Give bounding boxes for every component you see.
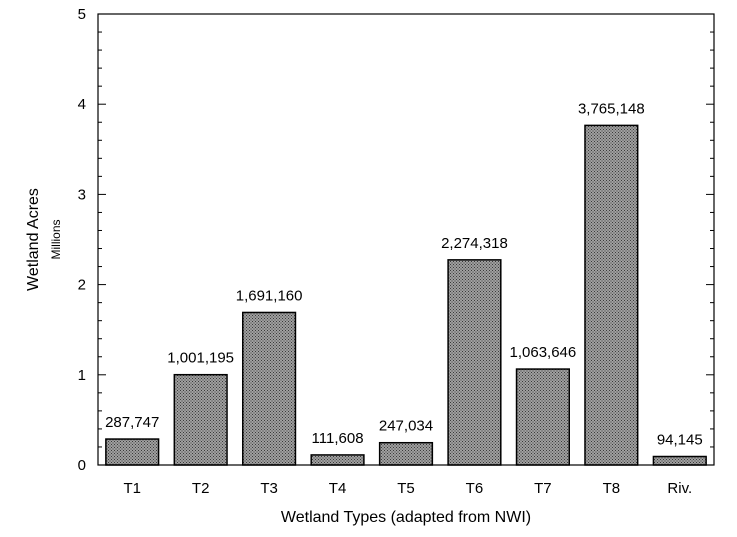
bar-t1 (105, 438, 160, 466)
bar-t3 (242, 311, 297, 466)
category-labels-group: T1 T2 T3 T4 T5 T6 T7 T8 Riv. (123, 480, 692, 497)
data-label: 111,608 (312, 430, 364, 447)
x-category-label: T1 (123, 480, 141, 497)
y-axis-title: Wetland Acres (25, 188, 42, 291)
data-label: 247,034 (379, 418, 433, 435)
x-category-label: T2 (192, 480, 210, 497)
data-label: 1,001,195 (167, 350, 234, 367)
x-category-label: T7 (534, 480, 552, 497)
data-label: 287,747 (105, 414, 159, 431)
data-labels-group: 287,747 1,001,195 1,691,160 111,608 247,034 2… (105, 100, 703, 448)
y-tick-label: 2 (78, 277, 86, 294)
data-label: 2,274,318 (441, 235, 508, 252)
x-category-label: Riv. (667, 480, 692, 497)
bar-riv (652, 455, 707, 466)
bar-t8 (584, 124, 639, 466)
y-axis-unit-label: Millions (49, 219, 63, 259)
x-category-label: T8 (603, 480, 621, 497)
bar-t6 (447, 259, 502, 466)
data-label: 3,765,148 (578, 100, 645, 117)
data-label: 94,145 (657, 432, 703, 449)
plot-frame (97, 13, 715, 466)
x-category-label: T6 (466, 480, 484, 497)
y-tick-label: 4 (78, 96, 86, 113)
y-tick-label: 1 (78, 367, 86, 384)
x-category-label: T3 (260, 480, 278, 497)
y-tick-label: 3 (78, 186, 86, 203)
bars-group (105, 124, 707, 466)
y-tick-label: 5 (78, 6, 86, 23)
x-category-label: T4 (329, 480, 347, 497)
x-axis-title: Wetland Types (adapted from NWI) (281, 509, 531, 526)
bar-t5 (378, 441, 434, 466)
y-tick-label: 0 (78, 457, 86, 474)
data-label: 1,063,646 (510, 344, 577, 361)
bar-t4 (310, 454, 365, 466)
x-category-label: T5 (397, 480, 415, 497)
bar-t2 (173, 373, 228, 466)
data-label: 1,691,160 (236, 287, 303, 304)
bar-t7 (515, 368, 570, 466)
y-axis-ticks: 0 1 2 3 4 5 (78, 6, 714, 474)
